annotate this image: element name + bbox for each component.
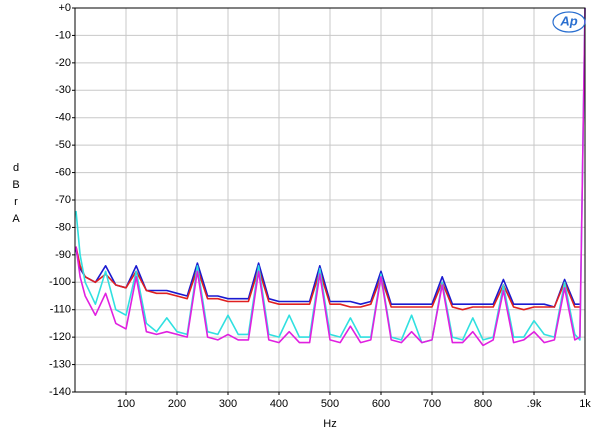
y-axis-label: dBr A (12, 162, 21, 225)
y-tick-label: -130 (49, 358, 71, 370)
y-tick-label: -40 (55, 112, 71, 124)
y-tick-label: -10 (55, 29, 71, 41)
logo-ring (552, 11, 586, 33)
y-tick-label: -100 (49, 276, 71, 288)
x-tick-label: 300 (219, 398, 237, 410)
series-line (75, 7, 586, 347)
plot-frame (74, 7, 586, 393)
x-tick-label: 600 (372, 398, 390, 410)
y-tick-label: -60 (55, 166, 71, 178)
y-tick-label: +0 (58, 2, 71, 14)
logo: Ap (559, 13, 577, 28)
x-tick-label: 700 (423, 398, 441, 410)
x-tick-label: 400 (270, 398, 288, 410)
series-line (75, 7, 586, 344)
y-tick-label: -20 (55, 57, 71, 69)
y-tick-label: -70 (55, 194, 71, 206)
x-tick-label: .9k (527, 398, 542, 410)
x-tick-label: 200 (168, 398, 186, 410)
series-line (75, 246, 580, 311)
x-tick-label: 100 (117, 398, 135, 410)
y-tick-label: -140 (49, 386, 71, 398)
y-tick-label: -90 (55, 249, 71, 261)
y-tick-label: -80 (55, 221, 71, 233)
series-line (75, 249, 580, 308)
y-tick-label: -50 (55, 139, 71, 151)
x-tick-label: 500 (321, 398, 339, 410)
x-tick-label: 1k (579, 398, 591, 410)
y-tick-label: -30 (55, 84, 71, 96)
y-tick-label: -110 (50, 304, 71, 316)
y-tick-label: -120 (49, 331, 71, 343)
x-tick-label: 800 (474, 398, 492, 410)
x-axis-label: Hz (323, 418, 336, 430)
